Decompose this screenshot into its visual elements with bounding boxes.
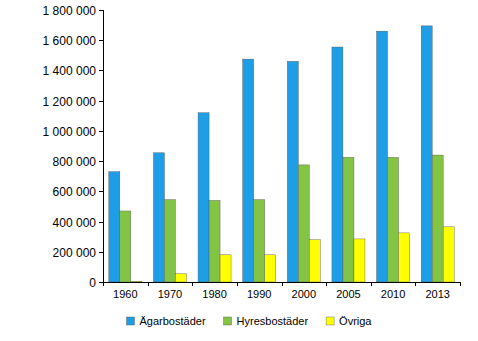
legend-swatch <box>127 317 135 325</box>
y-tick-label: 1 800 000 <box>43 4 97 18</box>
bar <box>109 172 120 282</box>
bar <box>343 157 354 282</box>
x-tick <box>237 282 238 286</box>
bar <box>332 47 343 282</box>
y-tick-label: 400 000 <box>53 216 97 230</box>
x-tick <box>148 282 149 286</box>
y-tick-label: 0 <box>89 276 96 290</box>
bar <box>198 113 209 282</box>
x-tick <box>326 282 327 286</box>
bar <box>432 155 443 282</box>
y-tick-label: 1 400 000 <box>43 64 97 78</box>
legend-swatch <box>224 317 232 325</box>
legend-label: Ägarbostäder <box>140 315 206 327</box>
x-axis <box>103 282 460 283</box>
bar <box>220 255 231 282</box>
y-tick <box>99 222 103 223</box>
y-tick <box>99 282 103 283</box>
bar <box>377 31 388 282</box>
x-tick <box>282 282 283 286</box>
y-tick-label: 200 000 <box>53 246 97 260</box>
bar <box>421 26 432 282</box>
y-tick <box>99 10 103 11</box>
y-tick-label: 1 600 000 <box>43 34 97 48</box>
y-tick <box>99 131 103 132</box>
y-tick-label: 1 000 000 <box>43 125 97 139</box>
y-tick-label: 1 200 000 <box>43 95 97 109</box>
y-tick-label: 600 000 <box>53 185 97 199</box>
legend-label: Övriga <box>339 315 372 327</box>
bar <box>254 200 265 282</box>
y-tick <box>99 101 103 102</box>
x-tick-label: 1980 <box>202 288 226 300</box>
y-tick <box>99 40 103 41</box>
bar <box>287 61 298 282</box>
x-tick <box>415 282 416 286</box>
x-tick <box>460 282 461 286</box>
bar <box>354 239 365 282</box>
bars <box>109 26 454 282</box>
x-tick-label: 1960 <box>113 288 137 300</box>
x-tick-label: 2000 <box>292 288 316 300</box>
chart-container: 0 200 000 400 000 600 000 800 000 1 000 000 1 … <box>0 0 478 341</box>
bar <box>443 227 454 282</box>
bar <box>120 211 131 282</box>
bar <box>309 240 320 282</box>
bar <box>175 274 186 282</box>
bar <box>131 281 142 282</box>
x-tick-label: 1990 <box>247 288 271 300</box>
bar <box>164 200 175 282</box>
y-tick <box>99 161 103 162</box>
legend-label: Hyresbostäder <box>237 315 309 327</box>
x-tick-label: 2005 <box>336 288 360 300</box>
y-tick <box>99 252 103 253</box>
x-tick <box>371 282 372 286</box>
bar <box>399 233 410 282</box>
bar <box>243 59 254 282</box>
y-axis <box>103 10 104 282</box>
y-tick-label: 800 000 <box>53 155 97 169</box>
bar <box>298 165 309 282</box>
bar <box>265 255 276 282</box>
bar <box>388 157 399 282</box>
x-tick <box>192 282 193 286</box>
legend: Ägarbostäder Hyresbostäder Övriga <box>127 315 373 327</box>
legend-swatch <box>326 317 334 325</box>
bar <box>209 200 220 282</box>
y-tick <box>99 191 103 192</box>
chart: 0 200 000 400 000 600 000 800 000 1 000 000 1 … <box>0 0 478 341</box>
y-tick <box>99 70 103 71</box>
x-tick <box>103 282 104 286</box>
x-tick-label: 2010 <box>381 288 405 300</box>
bar <box>153 153 164 282</box>
x-tick-label: 1970 <box>158 288 182 300</box>
x-tick-label: 2013 <box>425 288 449 300</box>
